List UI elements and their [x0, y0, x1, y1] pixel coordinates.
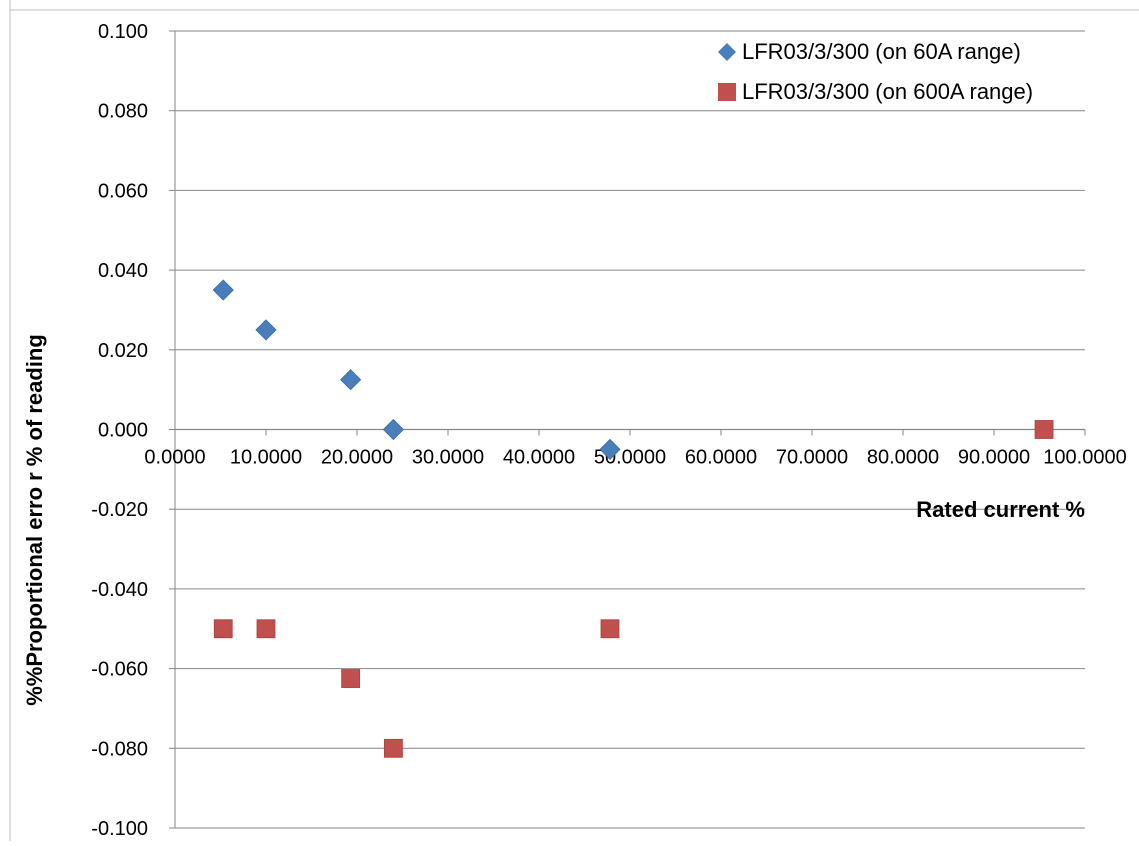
legend-marker-square — [718, 83, 736, 101]
data-series — [212, 279, 1054, 758]
data-point-square — [256, 619, 276, 639]
y-tick-label: 0.040 — [98, 260, 148, 282]
legend: LFR03/3/300 (on 60A range) LFR03/3/300 (… — [718, 39, 1033, 104]
legend-item-60a: LFR03/3/300 (on 60A range) — [718, 39, 1021, 64]
legend-marker-diamond — [718, 43, 736, 61]
data-point-square — [213, 619, 233, 639]
y-tick-label: -0.060 — [91, 659, 148, 681]
x-tick-label: 70.0000 — [776, 447, 848, 469]
x-tick-labels: 0.0000 10.0000 20.0000 30.0000 40.0000 50.000… — [144, 447, 1126, 469]
data-point-square — [1034, 420, 1054, 439]
y-tick-labels: 0.100 0.080 0.060 0.040 0.020 0.000 -0.020 -0.0… — [91, 21, 148, 840]
y-tick-label: -0.100 — [91, 818, 148, 840]
y-tick-label: 0.080 — [98, 101, 148, 123]
y-tick-label: -0.080 — [91, 738, 148, 760]
x-tick-label: 60.0000 — [685, 447, 757, 469]
y-tick-label: 0.000 — [98, 420, 148, 442]
x-tick-label: 80.0000 — [867, 447, 939, 469]
y-tick-label: -0.040 — [91, 579, 148, 601]
data-point-diamond — [382, 418, 404, 441]
series-600a-range — [213, 420, 1054, 758]
legend-item-600a: LFR03/3/300 (on 600A range) — [718, 79, 1033, 104]
x-tick-label: 10.0000 — [230, 447, 302, 469]
series-60a-range — [212, 279, 621, 460]
x-tick-label: 20.0000 — [321, 447, 393, 469]
axes — [169, 30, 1086, 829]
gridlines — [175, 30, 1085, 829]
legend-label-60a: LFR03/3/300 (on 60A range) — [742, 39, 1021, 64]
data-point-square — [600, 619, 620, 639]
x-tick-label: 0.0000 — [144, 447, 205, 469]
y-tick-label: 0.020 — [98, 340, 148, 362]
data-point-diamond — [212, 279, 234, 301]
data-point-diamond — [255, 319, 277, 341]
y-tick-label: 0.100 — [98, 21, 148, 43]
legend-label-600a: LFR03/3/300 (on 600A range) — [742, 79, 1033, 104]
x-tick-label: 30.0000 — [412, 447, 484, 469]
x-axis-title: Rated current % — [916, 497, 1085, 522]
y-axis-title: %%Proportional erro r % of reading — [22, 334, 47, 706]
data-point-diamond — [599, 438, 621, 460]
data-point-square — [383, 738, 403, 758]
x-tick-label: 40.0000 — [503, 447, 575, 469]
x-tick-label: 90.0000 — [958, 447, 1030, 469]
y-tick-label: -0.020 — [91, 499, 148, 521]
data-point-diamond — [340, 369, 362, 391]
x-tick-label: 100.0000 — [1043, 447, 1126, 469]
data-point-square — [341, 669, 361, 688]
y-tick-label: 0.060 — [98, 180, 148, 202]
